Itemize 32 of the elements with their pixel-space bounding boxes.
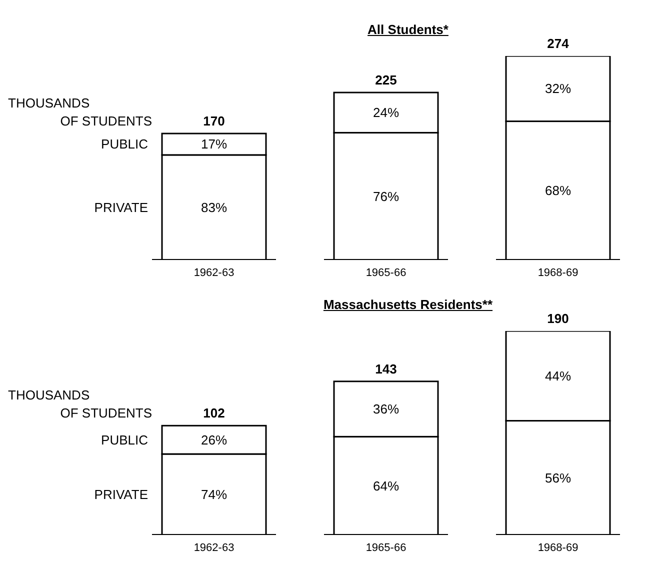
text: 274 <box>547 36 570 51</box>
annotation: 76% <box>372 188 400 204</box>
annotation: 143 <box>375 361 397 376</box>
x-tick-label: 1965-66 <box>366 266 406 279</box>
annotation: 32% <box>544 81 572 96</box>
annotation: 83% <box>200 200 228 215</box>
y-axis-title: THOUSANDS OF STUDENTS <box>8 388 152 421</box>
annotation: 26% <box>200 432 228 448</box>
text: 190 <box>547 311 569 326</box>
annotation: 24% <box>372 105 400 120</box>
annotation: 44% <box>544 368 572 384</box>
annotation: 74% <box>200 487 228 502</box>
series-label: PRIVATE <box>94 200 148 215</box>
x-tick-label: 1965-66 <box>366 542 406 554</box>
x-tick-label: 1968-69 <box>538 266 578 279</box>
series-label: PUBLIC <box>101 432 148 448</box>
annotation: 64% <box>372 478 400 494</box>
annotation: 68% <box>544 183 572 198</box>
annotation: 102 <box>203 406 225 421</box>
annotation: 56% <box>544 470 572 486</box>
annotation: 17% <box>200 136 228 152</box>
annotation: 225 <box>375 72 397 88</box>
x-tick-label: 1962-63 <box>194 266 234 279</box>
annotation: 170 <box>203 114 225 129</box>
y-axis-title: THOUSANDS OF STUDENTS <box>8 96 152 129</box>
annotation: 36% <box>372 402 400 417</box>
x-tick-label: 1962-63 <box>194 542 234 554</box>
chart-title: All Students* <box>368 22 448 37</box>
series-label: PRIVATE <box>94 487 148 502</box>
x-tick-label: 1968-69 <box>538 542 578 554</box>
chart-title: Massachusetts Residents** <box>323 297 493 312</box>
series-label: PUBLIC <box>101 136 148 152</box>
